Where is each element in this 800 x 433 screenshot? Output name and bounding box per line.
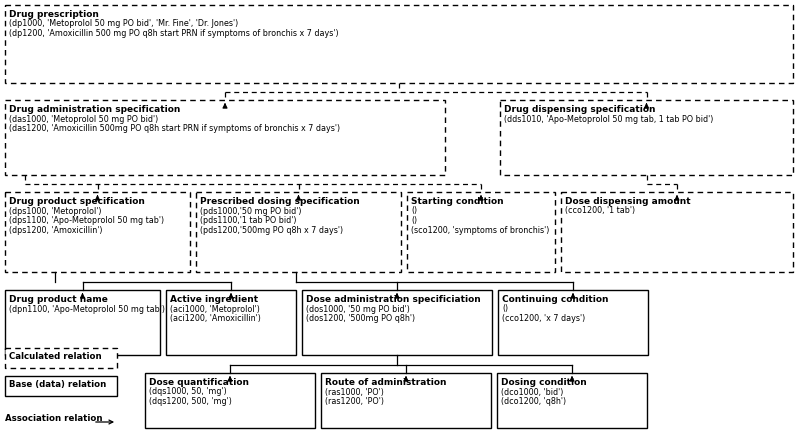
Text: (dqs1000, 50, 'mg'): (dqs1000, 50, 'mg') [149, 388, 226, 397]
Text: (dos1200, '500mg PO q8h'): (dos1200, '500mg PO q8h') [306, 314, 415, 323]
FancyBboxPatch shape [561, 192, 793, 272]
Text: (dco1000, 'bid'): (dco1000, 'bid') [501, 388, 563, 397]
FancyBboxPatch shape [407, 192, 555, 272]
Text: Drug dispensing specification: Drug dispensing specification [504, 105, 655, 114]
FancyBboxPatch shape [498, 290, 648, 355]
Text: (pds1000,'50 mg PO bid'): (pds1000,'50 mg PO bid') [200, 207, 302, 216]
Text: (pds1100,'1 tab PO bid'): (pds1100,'1 tab PO bid') [200, 216, 297, 225]
Text: Dose quantification: Dose quantification [149, 378, 249, 387]
Text: Drug administration specification: Drug administration specification [9, 105, 180, 114]
Text: (pds1200,'500mg PO q8h x 7 days'): (pds1200,'500mg PO q8h x 7 days') [200, 226, 343, 235]
Text: Drug product name: Drug product name [9, 295, 108, 304]
Text: Association relation: Association relation [5, 414, 102, 423]
FancyBboxPatch shape [5, 5, 793, 83]
Text: (dp1000, 'Metoprolol 50 mg PO bid', 'Mr. Fine', 'Dr. Jones'): (dp1000, 'Metoprolol 50 mg PO bid', 'Mr.… [9, 19, 238, 29]
Text: (dp1200, 'Amoxicillin 500 mg PO q8h start PRN if symptoms of bronchis x 7 days'): (dp1200, 'Amoxicillin 500 mg PO q8h star… [9, 29, 338, 38]
FancyBboxPatch shape [5, 290, 160, 355]
FancyBboxPatch shape [500, 100, 793, 175]
Text: (dps1200, 'Amoxicillin'): (dps1200, 'Amoxicillin') [9, 226, 102, 235]
Text: Base (data) relation: Base (data) relation [9, 380, 106, 389]
Text: (): () [411, 216, 417, 225]
Text: (dos1000, '50 mg PO bid'): (dos1000, '50 mg PO bid') [306, 304, 410, 313]
Text: (das1200, 'Amoxicillin 500mg PO q8h start PRN if symptoms of bronchis x 7 days'): (das1200, 'Amoxicillin 500mg PO q8h star… [9, 124, 340, 133]
FancyBboxPatch shape [5, 192, 190, 272]
Text: Continuing condition: Continuing condition [502, 295, 609, 304]
Text: (cco1200, '1 tab'): (cco1200, '1 tab') [565, 207, 635, 216]
Text: (dps1000, 'Metoprolol'): (dps1000, 'Metoprolol') [9, 207, 102, 216]
Text: (ras1200, 'PO'): (ras1200, 'PO') [325, 397, 384, 406]
Text: (sco1200, 'symptoms of bronchis'): (sco1200, 'symptoms of bronchis') [411, 226, 550, 235]
Text: (ras1000, 'PO'): (ras1000, 'PO') [325, 388, 384, 397]
Text: Dose dispensing amount: Dose dispensing amount [565, 197, 690, 206]
Text: (dqs1200, 500, 'mg'): (dqs1200, 500, 'mg') [149, 397, 232, 406]
FancyBboxPatch shape [5, 100, 445, 175]
Text: (aci1000, 'Metoprolol'): (aci1000, 'Metoprolol') [170, 304, 260, 313]
Text: Route of administration: Route of administration [325, 378, 446, 387]
Text: Drug prescription: Drug prescription [9, 10, 99, 19]
FancyBboxPatch shape [5, 376, 117, 396]
Text: Dosing condition: Dosing condition [501, 378, 586, 387]
Text: Active ingredient: Active ingredient [170, 295, 258, 304]
Text: Calculated relation: Calculated relation [9, 352, 102, 361]
Text: (dps1100, 'Apo-Metoprolol 50 mg tab'): (dps1100, 'Apo-Metoprolol 50 mg tab') [9, 216, 164, 225]
Text: (dds1010, 'Apo-Metoprolol 50 mg tab, 1 tab PO bid'): (dds1010, 'Apo-Metoprolol 50 mg tab, 1 t… [504, 114, 714, 123]
Text: Prescribed dosing specification: Prescribed dosing specification [200, 197, 360, 206]
FancyBboxPatch shape [196, 192, 401, 272]
Text: (aci1200, 'Amoxicillin'): (aci1200, 'Amoxicillin') [170, 314, 261, 323]
Text: Drug product specification: Drug product specification [9, 197, 145, 206]
Text: (): () [411, 207, 417, 216]
Text: Starting condition: Starting condition [411, 197, 504, 206]
FancyBboxPatch shape [302, 290, 492, 355]
Text: (dpn1100, 'Apo-Metoprolol 50 mg tab'): (dpn1100, 'Apo-Metoprolol 50 mg tab') [9, 304, 165, 313]
FancyBboxPatch shape [145, 373, 315, 428]
Text: Dose administration specificiation: Dose administration specificiation [306, 295, 481, 304]
Text: (cco1200, 'x 7 days'): (cco1200, 'x 7 days') [502, 314, 586, 323]
Text: (das1000, 'Metoprolol 50 mg PO bid'): (das1000, 'Metoprolol 50 mg PO bid') [9, 114, 158, 123]
FancyBboxPatch shape [497, 373, 647, 428]
FancyBboxPatch shape [166, 290, 296, 355]
Text: (dco1200, 'q8h'): (dco1200, 'q8h') [501, 397, 566, 406]
Text: (): () [502, 304, 508, 313]
FancyBboxPatch shape [321, 373, 491, 428]
FancyBboxPatch shape [5, 348, 117, 368]
